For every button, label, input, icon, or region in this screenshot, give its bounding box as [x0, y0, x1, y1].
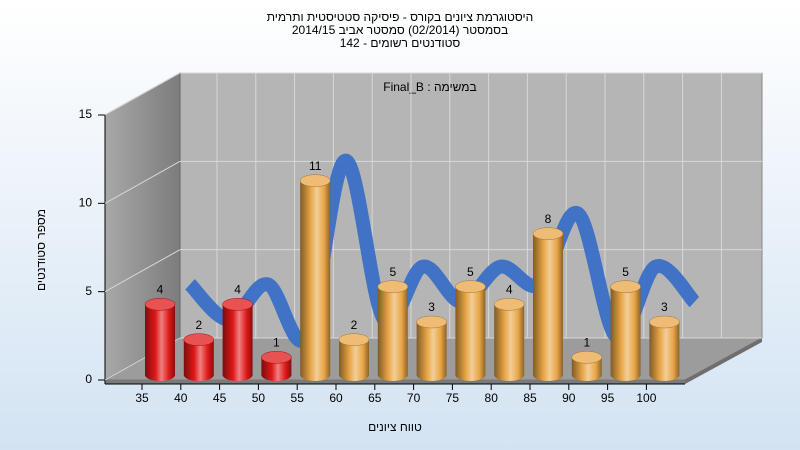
y-tick-label: 5	[85, 284, 92, 298]
title-line: בסמסטר (02/2014) סמסטר אביב 2014/15	[292, 23, 508, 37]
x-tick-label: 100	[636, 391, 656, 405]
bar	[455, 286, 486, 381]
bar-top	[222, 298, 253, 311]
x-tick-label: 40	[174, 391, 188, 405]
value-label: 1	[273, 336, 280, 350]
x-tick-label: 55	[291, 391, 305, 405]
floor-edge	[685, 338, 762, 384]
bar	[649, 322, 680, 381]
bar-top	[261, 351, 292, 364]
value-label: 3	[661, 300, 668, 314]
bar-top	[455, 280, 486, 293]
x-axis-title: טווח ציונים	[368, 420, 422, 434]
bar	[300, 180, 331, 381]
title-line: סטודנטים רשומים - 142	[340, 36, 461, 50]
grid-line	[104, 249, 181, 293]
bar	[533, 233, 563, 381]
bar	[145, 304, 175, 381]
value-label: 5	[389, 265, 396, 279]
x-tick-label: 70	[407, 391, 421, 405]
bar-top	[144, 298, 176, 311]
x-tick-label: 80	[485, 391, 499, 405]
bar	[183, 339, 214, 381]
x-tick-label: 35	[135, 391, 149, 405]
value-label: 5	[467, 265, 474, 279]
value-label: 1	[583, 336, 590, 350]
bar	[339, 339, 369, 381]
bar-top	[377, 280, 409, 293]
bar-top	[649, 315, 680, 329]
x-tick-label: 65	[368, 391, 382, 405]
bar	[571, 357, 602, 381]
x-tick-label: 75	[446, 391, 460, 405]
grid-line	[104, 160, 181, 204]
x-tick-label: 85	[523, 391, 537, 405]
bar-top	[183, 333, 215, 346]
x-tick-label: 50	[252, 391, 266, 405]
bar-top	[299, 174, 331, 187]
y-axis-title: מספר סטודנטים	[34, 209, 48, 291]
x-tick-label: 90	[562, 391, 576, 405]
bar-top	[571, 351, 603, 364]
value-label: 2	[195, 318, 202, 332]
floor-front	[105, 380, 685, 384]
bar	[416, 322, 447, 381]
value-label: 5	[622, 265, 629, 279]
bar-top	[416, 315, 447, 329]
bar-top	[338, 333, 370, 346]
bar	[377, 286, 408, 381]
value-label: 11	[309, 159, 322, 173]
bar-top	[532, 227, 564, 240]
line-ribbon	[184, 153, 700, 348]
value-label: 4	[157, 283, 164, 297]
title-line: היסטוגרמת ציונים בקורס - פיסיקה סטטיסטית…	[267, 10, 534, 24]
value-label: 8	[545, 212, 552, 226]
value-label: 3	[428, 300, 435, 314]
x-tick-label: 60	[329, 391, 343, 405]
bar	[261, 357, 292, 381]
x-tick-label: 95	[601, 391, 615, 405]
value-label: 2	[351, 318, 358, 332]
bar	[494, 304, 525, 381]
bar	[222, 304, 253, 381]
x-tick-label: 45	[213, 391, 227, 405]
y-tick-label: 0	[85, 372, 92, 386]
y-tick-label: 15	[79, 107, 93, 121]
bar-top	[493, 298, 525, 311]
annotation: במשימה : Final_B	[383, 80, 476, 94]
grid-line	[104, 72, 181, 116]
bar-top	[610, 280, 641, 293]
value-label: 4	[506, 283, 513, 297]
bar	[610, 286, 641, 381]
title: היסטוגרמת ציונים בקורס - פיסיקה סטטיסטית…	[267, 10, 534, 50]
y-tick-label: 10	[79, 196, 93, 210]
value-label: 4	[234, 283, 241, 297]
